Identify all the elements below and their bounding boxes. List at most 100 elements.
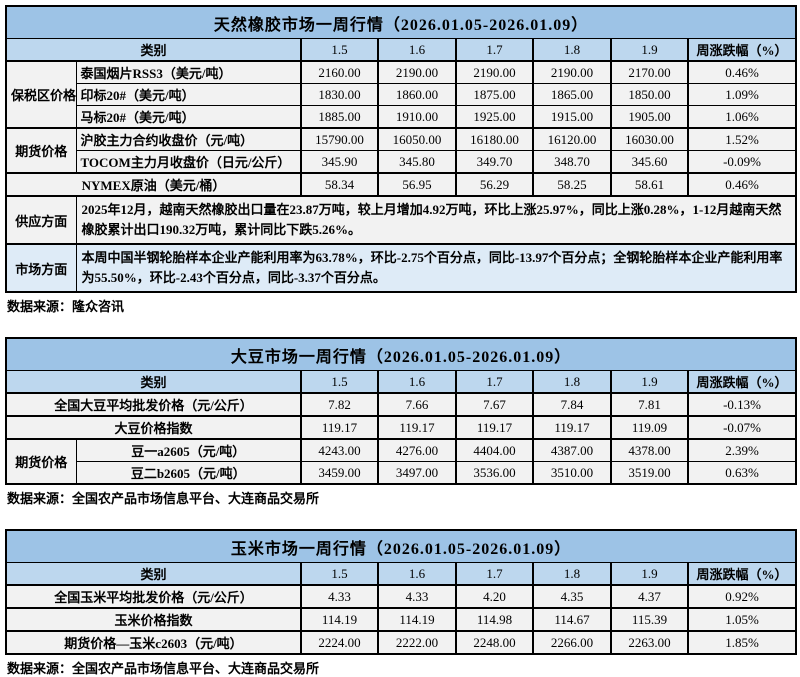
header-weekly-change: 周涨跌幅（%）	[686, 562, 798, 586]
market-table: 大豆市场一周行情（2026.01.05-2026.01.09） 类别 1.5 1.6 1…	[5, 337, 798, 485]
value-cell: 7.84	[532, 392, 612, 417]
value-cell: 4276.00	[377, 438, 457, 462]
value-cell: 119.17	[300, 415, 379, 440]
table-title-row: 大豆市场一周行情（2026.01.05-2026.01.09）	[5, 337, 797, 371]
value-cell: 1885.00	[300, 105, 379, 129]
header-weekly-change: 周涨跌幅（%）	[686, 370, 798, 394]
weekly-change-cell: 0.46%	[686, 60, 798, 84]
value-cell: 345.90	[300, 150, 379, 174]
table-row: 期货价格 沪胶主力合约收盘价（元/吨） 15790.00 16050.00 16180.…	[5, 127, 798, 174]
value-cell: 2190.00	[532, 60, 612, 84]
value-cell: 7.67	[455, 392, 534, 417]
data-source: 数据来源：隆众咨讯	[7, 299, 125, 314]
header-date: 1.5	[300, 562, 379, 586]
value-cell: 58.61	[610, 172, 689, 197]
value-cell: 1830.00	[300, 83, 379, 106]
value-cell: 1860.00	[377, 83, 457, 106]
value-cell: 7.81	[610, 392, 689, 417]
value-cell: 2248.00	[455, 630, 534, 655]
table-row: 豆二b2605（元/吨） 3459.00 3497.00 3536.00 3510.00…	[6, 461, 798, 485]
row-label-cell: 期货价格—玉米c2603（元/吨）	[5, 630, 302, 655]
header-date: 1.9	[610, 370, 689, 394]
table-row: 全国玉米平均批发价格（元/公斤） 4.33 4.33 4.20 4.35 4.37 0.92…	[5, 584, 798, 609]
table-title: 玉米市场一周行情（2026.01.05-2026.01.09）	[5, 529, 797, 563]
header-weekly-change: 周涨跌幅（%）	[686, 38, 798, 62]
value-cell: 114.19	[300, 607, 379, 632]
value-cell: 2190.00	[455, 60, 534, 84]
group-label-cell: 期货价格	[5, 127, 77, 174]
row-label-cell: 豆一a2605（元/吨）	[75, 438, 302, 462]
header-date: 1.7	[455, 370, 534, 394]
value-cell: 3536.00	[455, 461, 534, 485]
value-cell: 1875.00	[455, 83, 534, 106]
table-title: 天然橡胶市场一周行情（2026.01.05-2026.01.09）	[5, 5, 797, 39]
value-cell: 1905.00	[610, 105, 689, 129]
table-header-row: 类别 1.5 1.6 1.7 1.8 1.9 周涨跌幅（%）	[5, 562, 798, 586]
header-date: 1.8	[532, 38, 612, 62]
value-cell: 3459.00	[300, 461, 379, 485]
row-label-cell: 大豆价格指数	[5, 415, 302, 440]
value-cell: 114.67	[532, 607, 612, 632]
weekly-change-cell: -0.07%	[686, 415, 798, 440]
group-label-cell: 供应方面	[5, 195, 77, 245]
value-cell: 1850.00	[610, 83, 689, 106]
value-cell: 1925.00	[455, 105, 534, 129]
value-cell: 4.20	[455, 584, 534, 609]
value-cell: 16030.00	[610, 127, 689, 151]
value-cell: 119.09	[610, 415, 689, 440]
value-cell: 2190.00	[377, 60, 457, 84]
header-date: 1.5	[300, 370, 379, 394]
value-cell: 115.39	[610, 607, 689, 632]
value-cell: 119.17	[532, 415, 612, 440]
table-header-row: 类别 1.5 1.6 1.7 1.8 1.9 周涨跌幅（%）	[5, 370, 798, 394]
value-cell: 4.37	[610, 584, 689, 609]
weekly-change-cell: 1.09%	[686, 83, 798, 106]
header-date: 1.8	[532, 370, 612, 394]
note-text-cell: 2025年12月，越南天然橡胶出口量在23.87万吨，较上月增加4.92万吨，环…	[75, 195, 797, 245]
value-cell: 345.80	[377, 150, 457, 174]
value-cell: 349.70	[455, 150, 534, 174]
header-date: 1.5	[300, 38, 379, 62]
table-row: TOCOM主力月收盘价（日元/公斤） 345.90 345.80 349.70 348.…	[6, 150, 798, 174]
weekly-change-cell: 0.63%	[686, 461, 798, 485]
row-label-cell: TOCOM主力月收盘价（日元/公斤）	[75, 150, 302, 174]
row-label-cell: 沪胶主力合约收盘价（元/吨）	[75, 127, 302, 151]
value-cell: 56.29	[455, 172, 534, 197]
value-cell: 119.17	[377, 415, 457, 440]
table-title: 大豆市场一周行情（2026.01.05-2026.01.09）	[5, 337, 797, 371]
weekly-change-cell: -0.13%	[686, 392, 798, 417]
table-row: 期货价格 豆一a2605（元/吨） 4243.00 4276.00 4404.00 438…	[5, 438, 798, 485]
header-category: 类别	[5, 370, 302, 394]
row-label-cell: 全国大豆平均批发价格（元/公斤）	[5, 392, 302, 417]
value-cell: 1910.00	[377, 105, 457, 129]
value-cell: 119.17	[455, 415, 534, 440]
header-date: 1.6	[377, 370, 457, 394]
weekly-change-cell: 1.05%	[686, 607, 798, 632]
value-cell: 58.34	[300, 172, 379, 197]
weekly-change-cell: 1.85%	[686, 630, 798, 655]
value-cell: 56.95	[377, 172, 457, 197]
weekly-change-cell: 0.46%	[686, 172, 798, 197]
value-cell: 4.33	[300, 584, 379, 609]
row-label-cell: 马标20#（美元/吨）	[75, 105, 302, 129]
header-date: 1.9	[610, 38, 689, 62]
value-cell: 16120.00	[532, 127, 612, 151]
value-cell: 2266.00	[532, 630, 612, 655]
table-row: 玉米价格指数 114.19 114.19 114.98 114.67 115.39 1.05…	[5, 607, 798, 632]
table-row: 保税区价格 泰国烟片RSS3（美元/吨） 2160.00 2190.00 2190.00…	[5, 60, 798, 129]
value-cell: 4.35	[532, 584, 612, 609]
value-cell: 348.70	[532, 150, 612, 174]
value-cell: 2170.00	[610, 60, 689, 84]
note-text-cell: 本周中国半钢轮胎样本企业产能利用率为63.78%，环比-2.75个百分点，同比-…	[75, 243, 797, 293]
table-row: 印标20#（美元/吨） 1830.00 1860.00 1875.00 1865.00 1…	[6, 83, 798, 106]
header-category: 类别	[5, 562, 302, 586]
table-title-row: 天然橡胶市场一周行情（2026.01.05-2026.01.09）	[5, 5, 797, 39]
group-label-cell: 市场方面	[5, 243, 77, 293]
data-source: 数据来源：全国农产品市场信息平台、大连商品交易所	[7, 661, 320, 676]
value-cell: 4243.00	[300, 438, 379, 462]
table-row: 全国大豆平均批发价格（元/公斤） 7.82 7.66 7.67 7.84 7.81 -0.1…	[5, 392, 798, 417]
value-cell: 2222.00	[377, 630, 457, 655]
row-label-cell: NYMEX原油（美元/桶）	[5, 172, 302, 197]
value-cell: 2263.00	[610, 630, 689, 655]
value-cell: 4404.00	[455, 438, 534, 462]
